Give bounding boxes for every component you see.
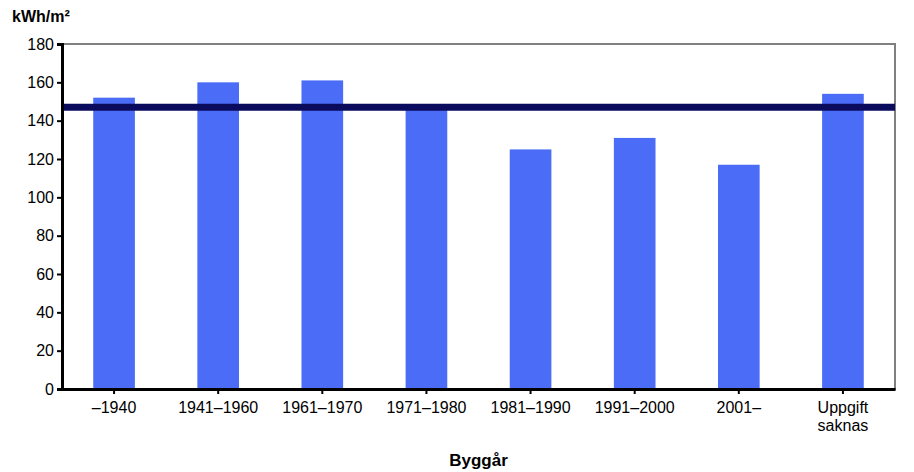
- x-tick-label: 1941–1960: [178, 399, 258, 416]
- y-tick: 180: [27, 36, 62, 53]
- x-tick: 1991–2000: [595, 389, 675, 416]
- x-tick: 1941–1960: [178, 389, 258, 416]
- plot-frame: [62, 44, 895, 389]
- x-tick-mark: [842, 389, 844, 394]
- x-tick-mark: [321, 389, 323, 394]
- bar: [614, 138, 656, 389]
- x-tick-label: –1940: [92, 399, 137, 416]
- bar: [197, 82, 239, 389]
- y-tick-mark: [57, 44, 62, 46]
- bar: [301, 80, 343, 389]
- y-tick-mark: [57, 159, 62, 161]
- y-tick: 20: [36, 342, 62, 359]
- x-tick: Uppgiftsaknas: [818, 389, 869, 434]
- x-tick-label: 1961–1970: [282, 399, 362, 416]
- y-tick: 80: [36, 227, 62, 244]
- y-tick: 120: [27, 151, 62, 168]
- x-tick-mark: [425, 389, 427, 394]
- marks: [62, 80, 895, 389]
- x-tick: 1981–1990: [491, 389, 571, 416]
- y-tick: 140: [27, 112, 62, 129]
- x-tick-label: 1991–2000: [595, 399, 675, 416]
- x-tick-mark: [113, 389, 115, 394]
- x-tick-label: 1971–1980: [386, 399, 466, 416]
- bar: [93, 98, 135, 389]
- x-tick-mark: [634, 389, 636, 394]
- x-tick: 2001–: [717, 389, 762, 416]
- y-tick-mark: [57, 120, 62, 122]
- y-tick-label: 20: [36, 342, 54, 359]
- x-tick-mark: [217, 389, 219, 394]
- y-tick-label: 100: [27, 189, 54, 206]
- y-axis-title: kWh/m²: [12, 8, 70, 25]
- y-tick: 160: [27, 74, 62, 91]
- y-tick-mark: [57, 274, 62, 276]
- bar: [406, 109, 448, 389]
- x-tick-label: Uppgiftsaknas: [818, 399, 869, 434]
- x-tick-label: 1981–1990: [491, 399, 571, 416]
- x-axis: –1940 1941–1960 1961–1970 1971–1980 1981–199…: [63, 389, 896, 434]
- y-tick: 40: [36, 304, 62, 321]
- x-tick: 1961–1970: [282, 389, 362, 416]
- y-tick-label: 0: [45, 381, 54, 398]
- reference-line: [62, 104, 895, 111]
- y-tick-mark: [57, 312, 62, 314]
- y-tick: 60: [36, 266, 62, 283]
- y-tick: 0: [45, 381, 62, 398]
- x-tick: 1971–1980: [386, 389, 466, 416]
- y-tick-label: 160: [27, 74, 54, 91]
- x-axis-title: Byggår: [449, 451, 508, 470]
- x-tick-mark: [738, 389, 740, 394]
- y-tick-label: 180: [27, 36, 54, 53]
- bar: [718, 165, 760, 389]
- y-tick-label: 120: [27, 151, 54, 168]
- plot: 0 20 40 60 80 100 120 140 160 180 –1940 1941–1960 19…: [27, 36, 895, 435]
- y-tick-label: 40: [36, 304, 54, 321]
- bar: [510, 149, 552, 389]
- y-tick-mark: [57, 235, 62, 237]
- y-tick-mark: [57, 389, 62, 391]
- x-tick-label: 2001–: [717, 399, 762, 416]
- x-tick: –1940: [92, 389, 137, 416]
- y-tick-label: 60: [36, 266, 54, 283]
- y-tick-label: 140: [27, 112, 54, 129]
- y-tick-mark: [57, 82, 62, 84]
- x-tick-mark: [530, 389, 532, 394]
- x-axis-line: [63, 388, 896, 391]
- y-tick: 100: [27, 189, 62, 206]
- y-tick-label: 80: [36, 227, 54, 244]
- chart: 0 20 40 60 80 100 120 140 160 180 –1940 1941–1960 19…: [0, 0, 914, 472]
- y-tick-mark: [57, 197, 62, 199]
- y-tick-mark: [57, 350, 62, 352]
- y-axis: 0 20 40 60 80 100 120 140 160 180: [27, 36, 62, 398]
- y-axis-line: [57, 45, 63, 390]
- bar: [822, 94, 864, 389]
